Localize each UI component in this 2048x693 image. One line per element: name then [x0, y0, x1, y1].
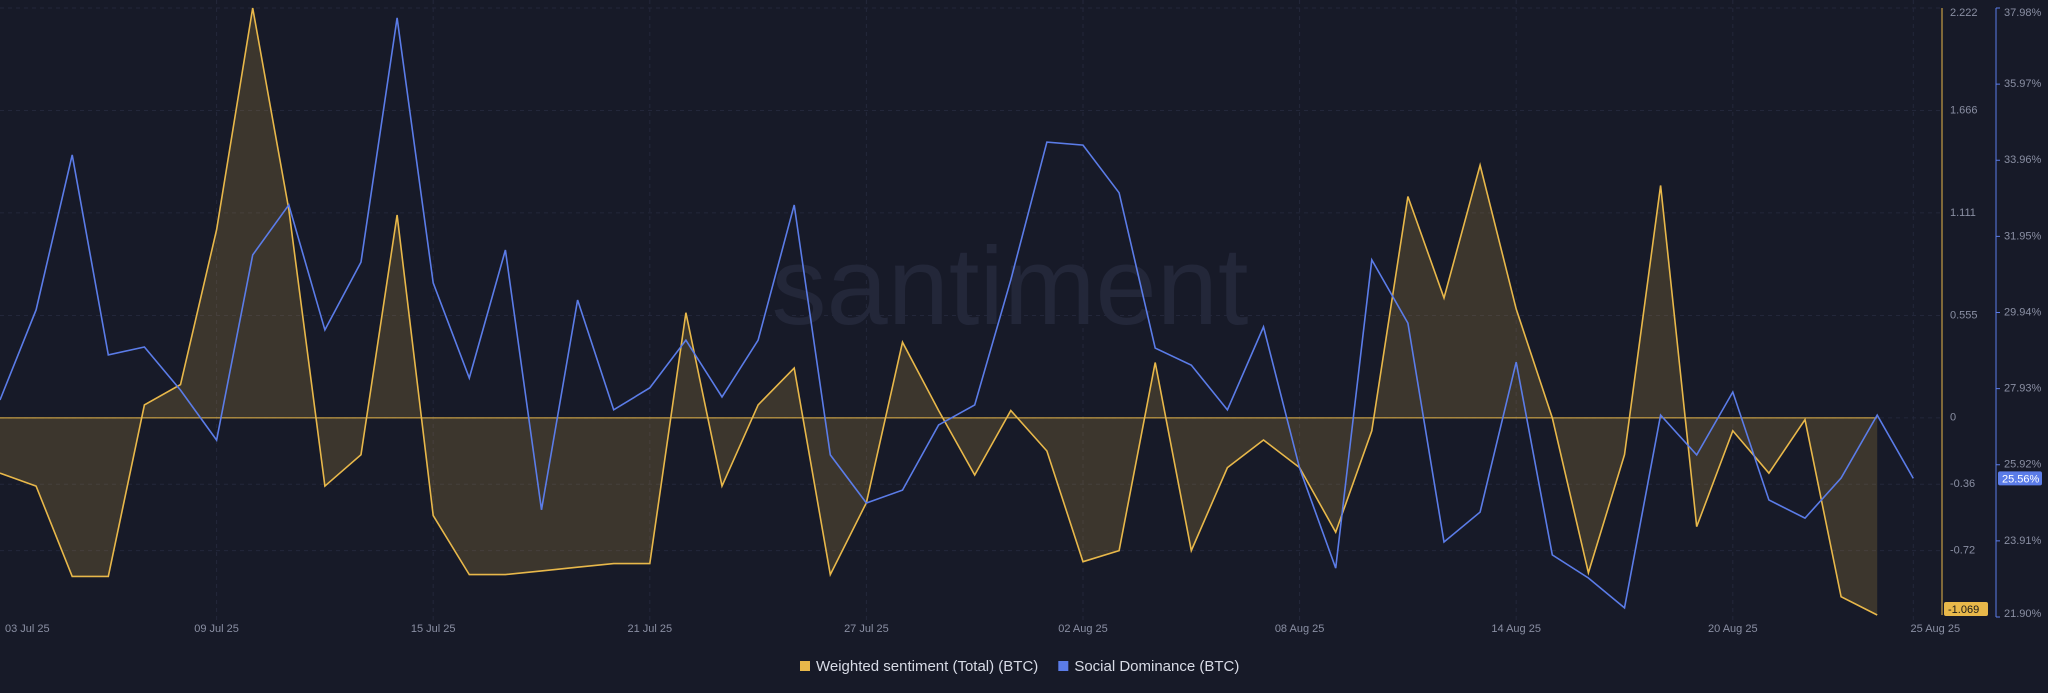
y-tick-label: 1.111 [1950, 207, 1976, 219]
y2-tick-label: 27.93% [2004, 383, 2042, 395]
legend-swatch [1058, 661, 1069, 671]
y-tick-label: -0.72 [1950, 545, 1975, 557]
y-tick-label: 0 [1950, 412, 1956, 424]
y-tick-label: -0.36 [1950, 478, 1975, 490]
x-tick-label: 15 Jul 25 [411, 623, 456, 635]
y2-tick-label: 25.92% [2004, 459, 2042, 471]
line [0, 7, 1878, 616]
x-tick-label: 27 Jul 25 [844, 623, 889, 635]
y-tick-label: 2.222 [1950, 7, 1978, 19]
x-tick-label: 03 Jul 25 [5, 623, 50, 635]
y2-tick-label: 37.98% [2004, 7, 2042, 19]
value-label-box [1944, 602, 1988, 616]
x-tick-label: 25 Aug 25 [1911, 623, 1961, 635]
value-label-box [1998, 471, 2042, 486]
x-tick-label: 08 Aug 25 [1275, 623, 1325, 635]
value-label: -1.069 [1948, 604, 1979, 616]
y-tick-label: 0.555 [1950, 309, 1978, 321]
x-tick-label: 02 Aug 25 [1058, 623, 1108, 635]
legend-text: Weighted sentiment (Total) (BTC) [816, 658, 1038, 675]
y2-tick-label: 21.90% [2004, 608, 2042, 620]
y2-tick-label: 31.95% [2004, 230, 2042, 242]
y-tick-label: 1.666 [1950, 104, 1978, 116]
x-tick-label: 21 Jul 25 [627, 623, 672, 635]
y2-tick-label: 29.94% [2004, 306, 2042, 318]
y2-tick-label: 33.96% [2004, 154, 2042, 166]
watermark: santiment [772, 225, 1249, 348]
legend-text: Social Dominance (BTC) [1074, 658, 1239, 675]
x-tick-label: 20 Aug 25 [1708, 623, 1758, 635]
legend-swatch [800, 661, 810, 671]
y2-tick-label: 35.97% [2004, 78, 2042, 90]
value-label: 25.56% [2002, 473, 2040, 485]
x-tick-label: 09 Jul 25 [194, 623, 239, 635]
line [0, 17, 1914, 610]
area [0, 8, 1878, 615]
y2-tick-label: 23.91% [2004, 535, 2042, 547]
x-tick-label: 14 Aug 25 [1491, 623, 1541, 635]
